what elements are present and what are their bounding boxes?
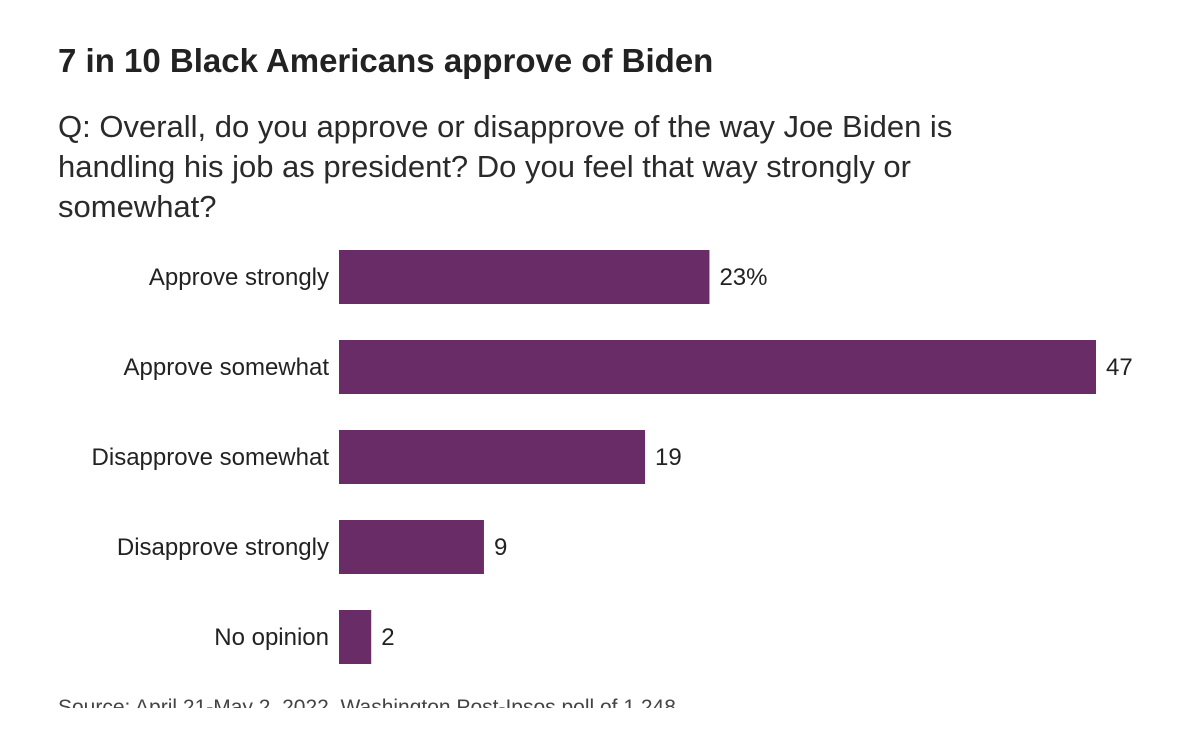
category-label: Disapprove somewhat (92, 444, 330, 471)
value-label: 47 (1106, 354, 1133, 381)
bar (339, 340, 1096, 394)
bar (339, 520, 484, 574)
category-label: No opinion (214, 624, 329, 651)
value-label: 19 (655, 444, 682, 471)
bar-chart: Approve strongly 23% Approve somewhat 47 Dis… (92, 250, 1133, 664)
category-label: Disapprove strongly (117, 534, 329, 561)
value-label: 2 (381, 624, 394, 651)
value-label: 9 (494, 534, 507, 561)
chart-subtitle: Q: Overall, do you approve or disapprove… (58, 109, 953, 224)
bar (339, 610, 372, 664)
bar (339, 250, 710, 304)
bar (339, 430, 646, 484)
source-note: Source: April 21-May 2, 2022, Washington… (58, 696, 676, 708)
source-note-container: Source: April 21-May 2, 2022, Washington… (58, 694, 1158, 708)
chart-title: 7 in 10 Black Americans approve of Biden (58, 42, 714, 79)
category-label: Approve strongly (149, 264, 329, 291)
category-label: Approve somewhat (124, 354, 330, 381)
value-label: 23% (719, 264, 767, 291)
